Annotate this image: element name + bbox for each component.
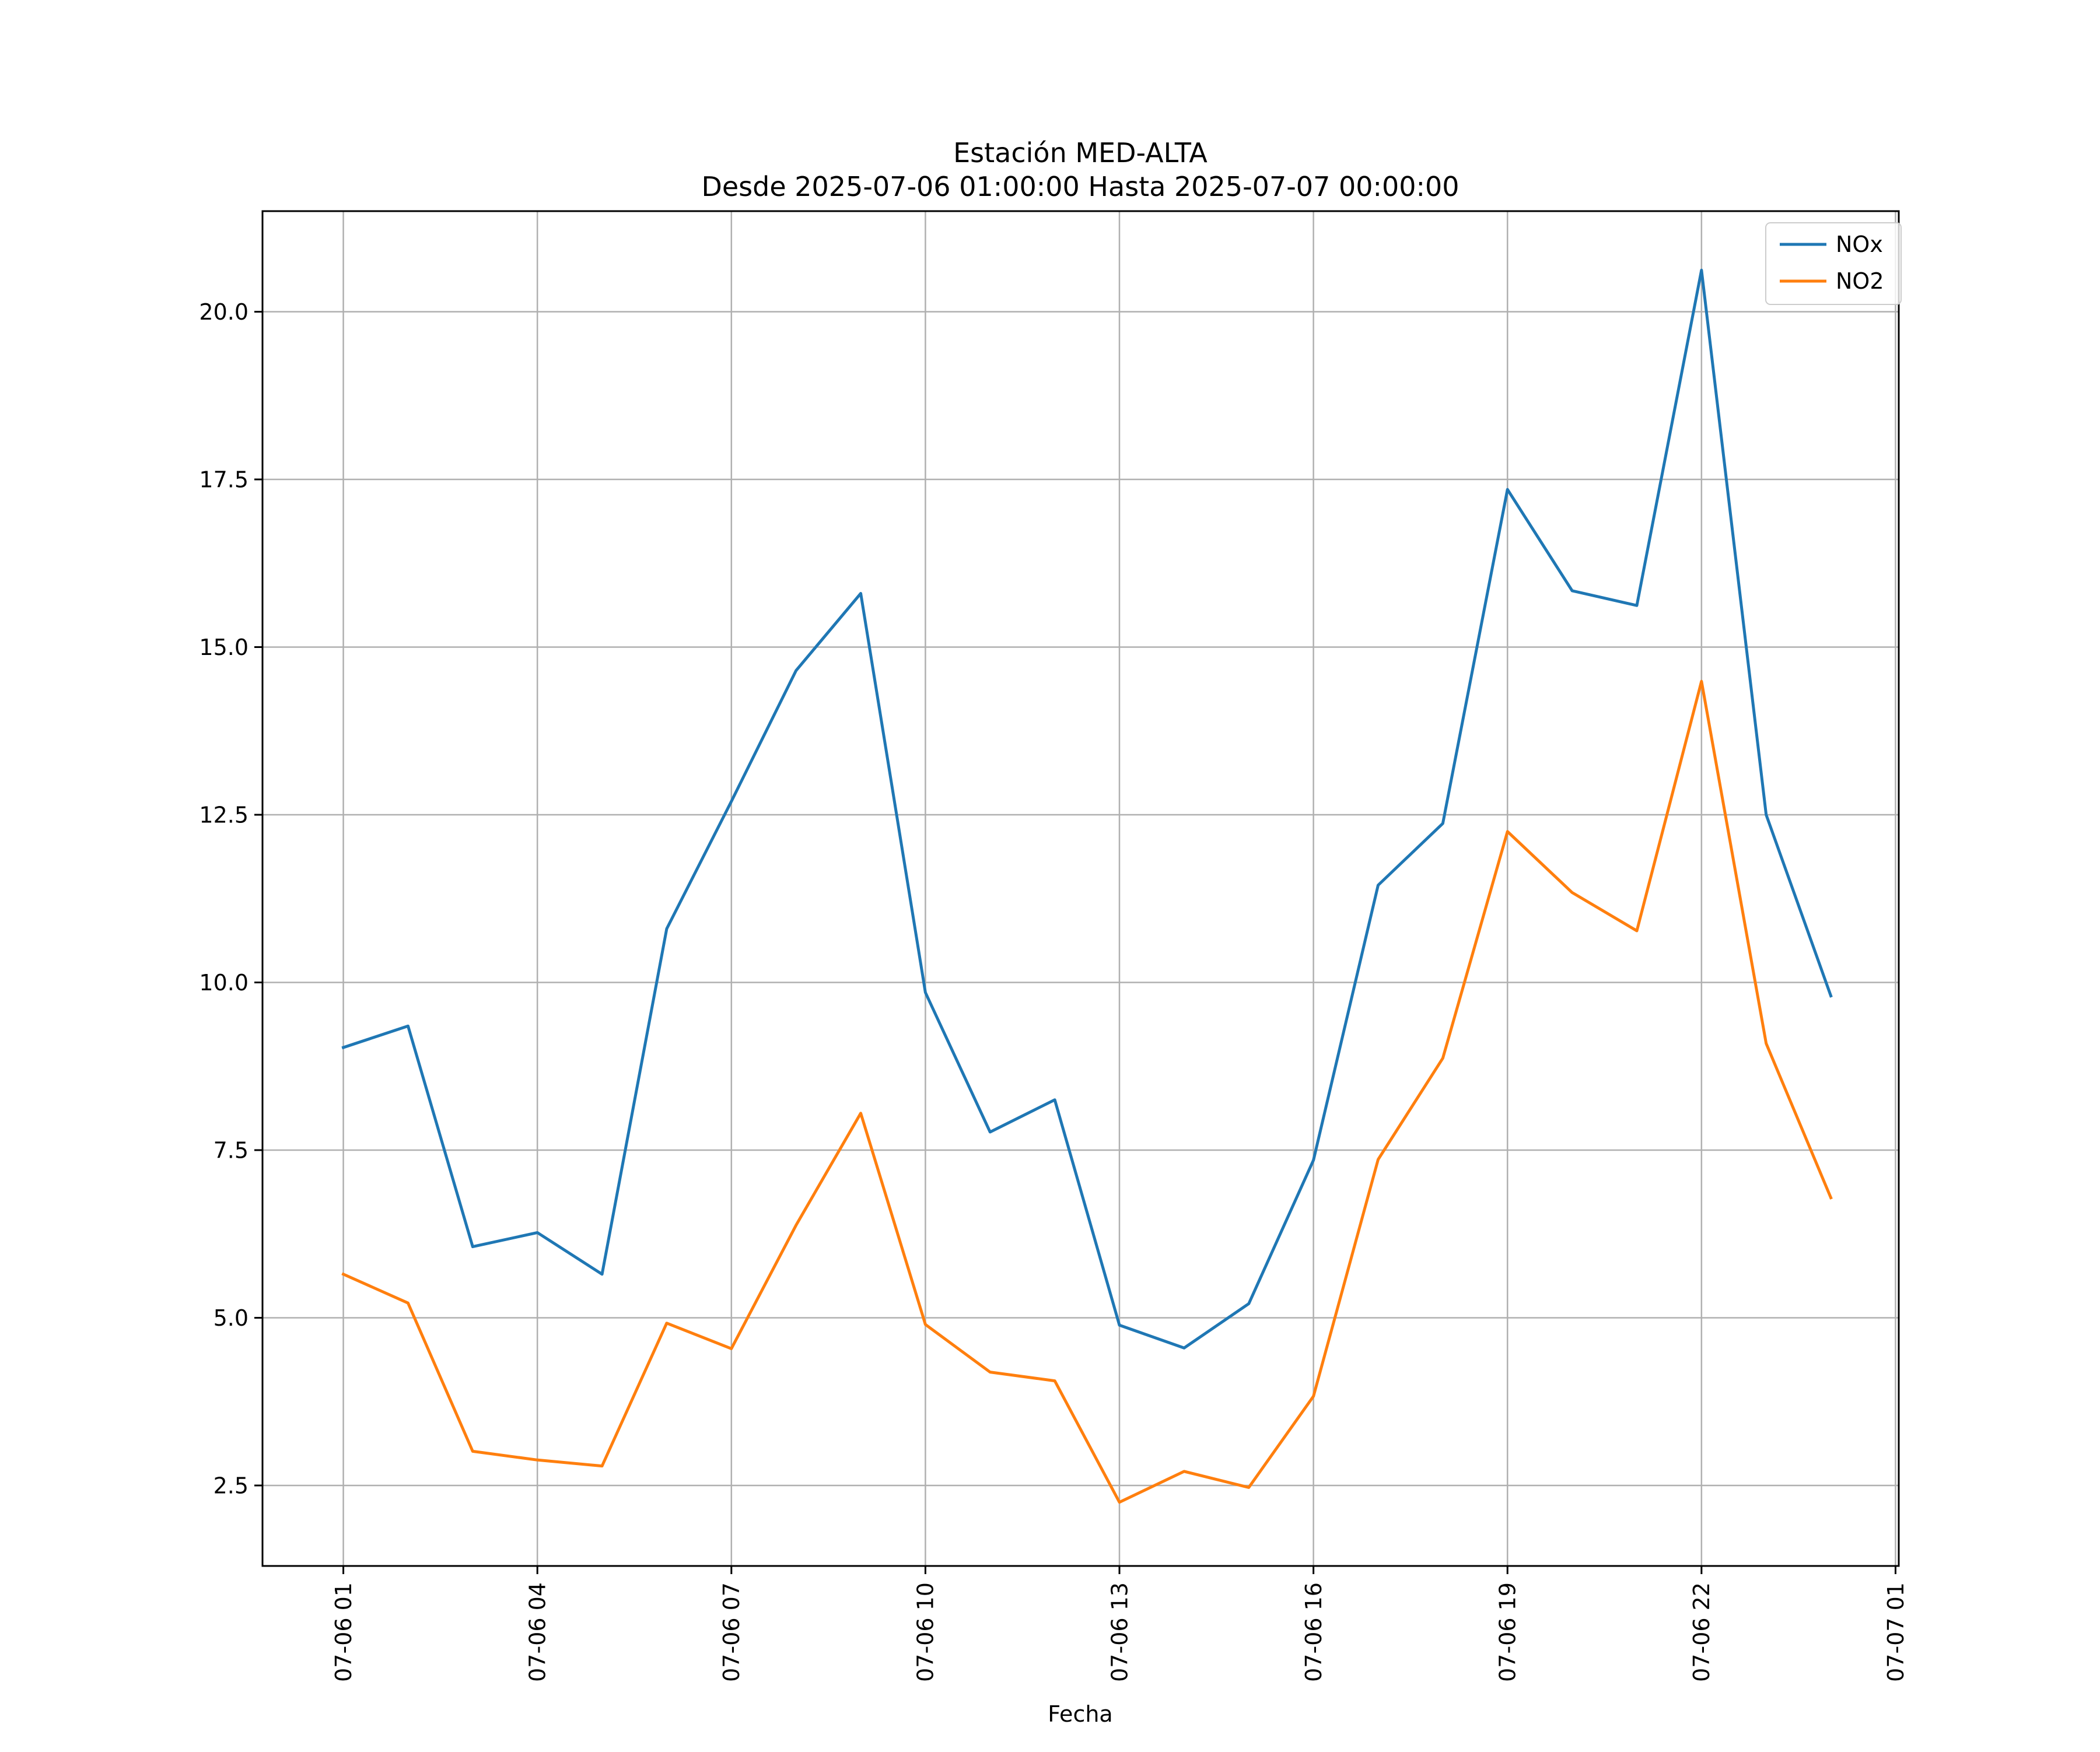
- data-point-nox: [1377, 884, 1380, 887]
- data-point-nox: [730, 800, 733, 803]
- data-point-no2: [988, 1371, 992, 1374]
- y-tick-label: 17.5: [199, 467, 249, 492]
- data-point-nox: [342, 1046, 345, 1049]
- series-line-no2: [341, 679, 1833, 1504]
- x-tick-label: 07-06 10: [913, 1582, 939, 1682]
- data-point-nox: [859, 592, 863, 595]
- data-point-no2: [342, 1273, 345, 1276]
- data-point-nox: [1700, 268, 1703, 272]
- x-tick-label: 07-06 07: [719, 1582, 744, 1682]
- x-tick-label: 07-06 01: [331, 1582, 356, 1682]
- data-point-no2: [600, 1464, 604, 1468]
- grid-layer: [262, 211, 1899, 1566]
- data-point-no2: [1829, 1196, 1833, 1200]
- legend-label-nox: NOx: [1836, 232, 1883, 257]
- y-tick-label: 2.5: [214, 1473, 249, 1498]
- data-point-nox: [794, 669, 798, 672]
- data-point-no2: [1312, 1394, 1315, 1398]
- data-point-no2: [1635, 929, 1639, 933]
- data-point-no2: [794, 1224, 798, 1227]
- data-point-no2: [406, 1301, 410, 1305]
- data-point-no2: [730, 1347, 733, 1350]
- y-tick-label: 12.5: [199, 802, 249, 828]
- data-point-nox: [1312, 1158, 1315, 1162]
- data-point-nox: [1118, 1323, 1121, 1327]
- y-tick-label: 10.0: [199, 970, 249, 996]
- data-point-no2: [471, 1449, 474, 1453]
- ticks-layer: 07-06 01 07-06 04 07-06 07 07-06 10 07-06 13…: [199, 299, 1908, 1682]
- chart-subtitle: Desde 2025-07-06 01:00:00 Hasta 2025-07-…: [701, 171, 1459, 202]
- x-tick-label: 07-06 22: [1689, 1582, 1714, 1682]
- data-point-nox: [536, 1231, 539, 1234]
- y-tick-label: 15.0: [199, 635, 249, 660]
- data-point-no2: [1053, 1379, 1056, 1383]
- data-point-nox: [1053, 1098, 1056, 1102]
- data-point-nox: [1506, 488, 1509, 491]
- chart-title: Estación MED-ALTA: [953, 137, 1208, 169]
- data-point-nox: [923, 991, 927, 994]
- data-point-nox: [988, 1130, 992, 1134]
- x-tick-label: 07-06 16: [1301, 1582, 1326, 1682]
- data-point-nox: [600, 1273, 604, 1276]
- data-point-no2: [1118, 1501, 1121, 1504]
- x-tick-label: 07-06 04: [524, 1582, 550, 1682]
- data-point-nox: [1441, 822, 1444, 825]
- data-point-nox: [1570, 589, 1574, 593]
- x-axis-label: Fecha: [1048, 1701, 1112, 1727]
- data-point-nox: [1765, 813, 1768, 817]
- data-point-no2: [1441, 1056, 1444, 1060]
- axes-layer: [261, 210, 1900, 1567]
- x-tick-label: 07-06 13: [1107, 1582, 1132, 1682]
- data-point-no2: [1506, 830, 1509, 833]
- data-point-nox: [406, 1024, 410, 1028]
- data-point-no2: [859, 1112, 863, 1115]
- data-point-nox: [471, 1245, 474, 1249]
- data-point-nox: [1829, 994, 1833, 998]
- data-point-nox: [1247, 1302, 1251, 1305]
- data-point-nox: [665, 927, 668, 931]
- data-point-no2: [923, 1323, 927, 1326]
- data-point-no2: [1247, 1485, 1251, 1489]
- data-point-no2: [536, 1458, 539, 1462]
- series-line-nox: [341, 268, 1833, 1350]
- y-tick-label: 7.5: [214, 1137, 249, 1163]
- data-point-no2: [1182, 1470, 1186, 1473]
- x-tick-label: 07-06 19: [1495, 1582, 1521, 1682]
- data-point-no2: [665, 1322, 668, 1325]
- data-point-no2: [1700, 679, 1703, 683]
- legend-label-no2: NO2: [1836, 268, 1884, 294]
- y-tick-label: 20.0: [199, 299, 249, 325]
- data-point-no2: [1570, 891, 1574, 894]
- data-point-nox: [1635, 604, 1639, 607]
- legend: NOx NO2: [1765, 222, 1902, 305]
- plot-frame: [261, 210, 1900, 1567]
- x-tick-label: 07-07 01: [1883, 1582, 1909, 1682]
- data-point-no2: [1765, 1042, 1768, 1045]
- data-point-no2: [1377, 1158, 1380, 1161]
- data-point-nox: [1182, 1346, 1186, 1350]
- series-layer: [341, 268, 1833, 1504]
- y-tick-label: 5.0: [214, 1305, 249, 1331]
